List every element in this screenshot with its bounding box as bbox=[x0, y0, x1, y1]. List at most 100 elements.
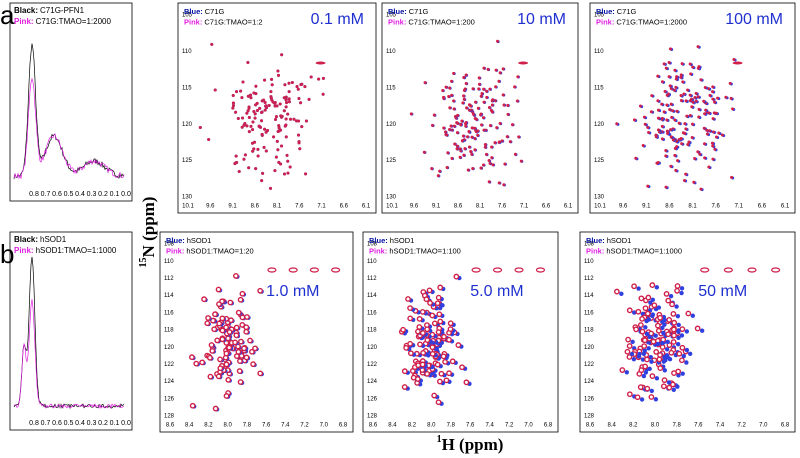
y-tick-label: 105 bbox=[594, 13, 605, 19]
peak-pink bbox=[235, 348, 242, 355]
legend-key: Blue: bbox=[596, 7, 615, 16]
peak-pink bbox=[423, 81, 427, 85]
peak-pink bbox=[216, 320, 223, 327]
x-tick-label: 0.3 bbox=[87, 191, 97, 198]
peak-pink bbox=[662, 62, 666, 66]
peak-pink bbox=[234, 110, 238, 114]
peak-blue bbox=[662, 322, 667, 327]
peak-pink bbox=[243, 328, 250, 335]
peak-pink bbox=[277, 124, 281, 128]
peak-pink bbox=[416, 324, 423, 330]
spectrum-frame bbox=[9, 231, 133, 431]
peak-pink bbox=[660, 137, 664, 141]
peak-pink bbox=[247, 116, 251, 120]
peak-pink bbox=[488, 123, 492, 127]
y-tick-label: 105 bbox=[182, 13, 193, 19]
hsqc-frame bbox=[362, 231, 559, 433]
peak-pink bbox=[471, 87, 475, 91]
peak-pink bbox=[212, 311, 218, 318]
peak-pink bbox=[254, 167, 258, 171]
concentration: 50 mM bbox=[698, 283, 747, 300]
peak-pink bbox=[688, 99, 692, 103]
peak-pink bbox=[266, 128, 270, 132]
peak-pink bbox=[207, 137, 211, 141]
concentration: 1.0 mM bbox=[266, 283, 319, 300]
peak-pink bbox=[277, 126, 281, 130]
peak-pink bbox=[267, 267, 277, 273]
x-tick-label: 8.4 bbox=[388, 423, 397, 429]
peak-pink bbox=[681, 80, 685, 84]
peak-pink bbox=[642, 115, 646, 119]
legend-entry: Blue: hSOD1 bbox=[369, 236, 414, 245]
peak-pink bbox=[682, 92, 686, 96]
peak-pink bbox=[407, 340, 414, 347]
peak-blue bbox=[649, 359, 654, 364]
legend-text: hSOD1:TMAO=1:20 bbox=[186, 246, 253, 255]
peak-pink bbox=[497, 79, 501, 83]
concentration: 100 mM bbox=[725, 11, 783, 28]
peak-pink bbox=[252, 147, 256, 151]
peak-pink bbox=[705, 128, 709, 132]
peak-pink bbox=[458, 147, 462, 151]
peak-pink bbox=[679, 326, 686, 333]
peak-pink bbox=[225, 376, 232, 383]
peak-pink bbox=[482, 128, 486, 132]
peak-blue bbox=[675, 342, 681, 347]
peak-pink bbox=[675, 368, 682, 375]
peak-pink bbox=[241, 345, 247, 352]
peak-pink bbox=[686, 88, 690, 92]
y-tick-label: 115 bbox=[182, 85, 192, 91]
peak-pink bbox=[292, 117, 296, 121]
peak-pink bbox=[675, 139, 679, 143]
peak-blue bbox=[687, 351, 693, 356]
peak-pink bbox=[233, 324, 240, 331]
peak-pink bbox=[673, 118, 677, 122]
y-tick-label: 110 bbox=[584, 259, 594, 265]
peak-pink bbox=[272, 135, 276, 139]
peak-pink bbox=[331, 267, 341, 273]
spectrum-trace bbox=[13, 77, 125, 180]
peak-pink bbox=[251, 149, 255, 153]
peak-pink bbox=[696, 150, 700, 154]
y-tick-label: 114 bbox=[584, 293, 594, 299]
peak-pink bbox=[298, 147, 302, 151]
peak-blue bbox=[665, 339, 670, 345]
peak-pink bbox=[665, 118, 669, 122]
peak-pink bbox=[519, 159, 523, 163]
peak-pink bbox=[240, 96, 244, 100]
peak-pink bbox=[467, 129, 471, 133]
peak-pink bbox=[260, 119, 264, 123]
peak-pink bbox=[199, 359, 206, 366]
peak-pink bbox=[237, 296, 244, 303]
peak-pink bbox=[491, 98, 495, 102]
peak-pink bbox=[460, 119, 464, 123]
peak-pink bbox=[673, 146, 677, 150]
peak-blue bbox=[656, 305, 662, 310]
peak-pink bbox=[241, 116, 245, 120]
peak-pink bbox=[240, 125, 244, 129]
peak-pink bbox=[656, 74, 660, 78]
x-tick-label: 8.2 bbox=[408, 423, 417, 429]
peak-pink bbox=[284, 123, 288, 127]
x-tick-label: 8.4 bbox=[607, 423, 616, 429]
peak-pink bbox=[246, 109, 250, 113]
legend-key: Blue: bbox=[586, 236, 605, 245]
peak-blue bbox=[671, 387, 676, 393]
peak-blue bbox=[684, 347, 690, 353]
peak-pink bbox=[698, 152, 702, 156]
peak-pink bbox=[446, 336, 452, 343]
x-tick-label: 7.4 bbox=[281, 423, 290, 429]
peak-pink bbox=[249, 96, 253, 100]
peak-pink bbox=[234, 154, 238, 158]
peak-pink bbox=[419, 330, 426, 336]
y-tick-label: 108 bbox=[164, 242, 175, 248]
peak-pink bbox=[437, 318, 444, 325]
x-tick-label: 0.6 bbox=[52, 191, 62, 198]
peak-pink bbox=[732, 61, 743, 65]
peak-pink bbox=[273, 104, 277, 108]
legend-text: hSOD1:TMAO=1:100 bbox=[389, 246, 461, 255]
peak-pink bbox=[232, 339, 238, 346]
legend-key: Pink: bbox=[166, 246, 184, 255]
x-tick-label: 0.6 bbox=[52, 420, 62, 427]
peak-pink bbox=[284, 105, 288, 109]
